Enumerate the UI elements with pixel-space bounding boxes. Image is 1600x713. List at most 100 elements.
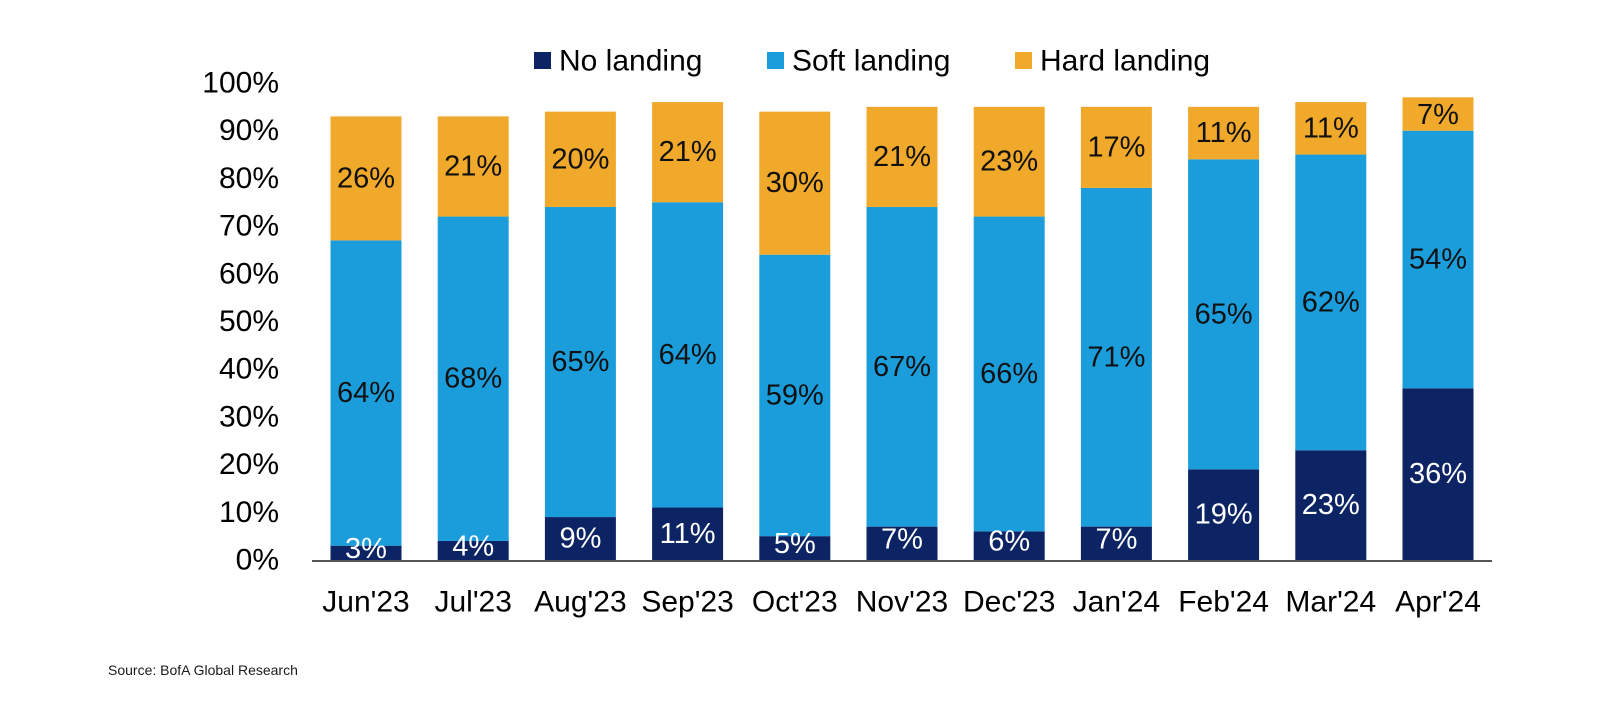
bar-segment-no-landing bbox=[652, 507, 724, 560]
data-label-soft-landing: 64% bbox=[659, 339, 717, 371]
data-label-soft-landing: 54% bbox=[1409, 243, 1467, 275]
bar-segment-no-landing bbox=[759, 536, 831, 560]
data-label-no-landing: 6% bbox=[988, 526, 1030, 558]
bar-segment-soft-landing bbox=[973, 216, 1045, 532]
y-axis: 0% 10% 20% 30% 40% 50% 60% 70% 80% 90% 100% bbox=[202, 67, 279, 577]
bar-segment-soft-landing bbox=[866, 207, 938, 527]
bar-segment-soft-landing bbox=[1080, 187, 1152, 527]
data-label-no-landing: 3% bbox=[345, 533, 387, 565]
y-tick-label: 30% bbox=[219, 400, 279, 433]
x-axis: Jun'23 Jul'23 Aug'23 Sep'23 Oct'23 Nov'23 Dec'… bbox=[312, 560, 1492, 619]
bar-segment-no-landing bbox=[330, 545, 402, 560]
data-label-no-landing: 7% bbox=[1095, 523, 1137, 555]
x-tick-label: Apr'24 bbox=[1395, 586, 1481, 619]
bar-segment-soft-landing bbox=[437, 216, 509, 541]
data-label-hard-landing: 26% bbox=[337, 162, 395, 194]
bar-segment-no-landing bbox=[544, 517, 616, 560]
bar-segment-hard-landing bbox=[544, 111, 616, 208]
x-tick-label: Mar'24 bbox=[1285, 586, 1376, 619]
bar-segment-soft-landing bbox=[330, 240, 402, 546]
source-note: Source: BofA Global Research bbox=[108, 662, 298, 678]
legend-swatch-soft-landing bbox=[767, 52, 784, 69]
data-label-soft-landing: 62% bbox=[1302, 286, 1360, 318]
y-tick-label: 50% bbox=[219, 305, 279, 338]
bar-segment-soft-landing bbox=[544, 207, 616, 518]
y-tick-label: 40% bbox=[219, 353, 279, 386]
bar-segment-no-landing bbox=[437, 540, 509, 560]
data-label-hard-landing: 11% bbox=[1196, 117, 1252, 149]
bar-segment-soft-landing bbox=[759, 254, 831, 537]
bar-segment-no-landing bbox=[1080, 526, 1152, 560]
data-label-hard-landing: 20% bbox=[551, 143, 609, 175]
legend-label-soft-landing: Soft landing bbox=[792, 45, 950, 78]
bar-segment-hard-landing bbox=[330, 116, 402, 241]
data-label-hard-landing: 21% bbox=[873, 141, 931, 173]
bars bbox=[330, 97, 1474, 560]
bar-segment-hard-landing bbox=[1188, 106, 1260, 160]
y-tick-label: 60% bbox=[219, 257, 279, 290]
data-label-soft-landing: 65% bbox=[1195, 298, 1253, 330]
y-tick-label: 100% bbox=[202, 67, 279, 100]
bar-segment-hard-landing bbox=[866, 106, 938, 208]
bar-segment-soft-landing bbox=[652, 202, 724, 508]
data-label-no-landing: 7% bbox=[881, 523, 923, 555]
data-label-no-landing: 36% bbox=[1409, 458, 1467, 490]
bar-segment-no-landing bbox=[1295, 450, 1367, 560]
bar-segment-hard-landing bbox=[1080, 106, 1152, 188]
data-label-no-landing: 23% bbox=[1302, 489, 1360, 521]
legend-swatch-hard-landing bbox=[1015, 52, 1032, 69]
bar-segment-hard-landing bbox=[973, 106, 1045, 217]
y-tick-label: 20% bbox=[219, 448, 279, 481]
bar-segment-no-landing bbox=[973, 531, 1045, 560]
x-tick-label: Dec'23 bbox=[963, 586, 1055, 619]
y-tick-label: 0% bbox=[236, 544, 279, 577]
bar-segment-hard-landing bbox=[759, 111, 831, 255]
bar-segment-hard-landing bbox=[652, 102, 724, 203]
data-label-no-landing: 5% bbox=[774, 528, 816, 560]
data-label-hard-landing: 7% bbox=[1417, 99, 1459, 131]
data-label-hard-landing: 21% bbox=[444, 150, 502, 182]
bar-segment-hard-landing bbox=[1295, 102, 1367, 155]
data-label-soft-landing: 71% bbox=[1087, 341, 1145, 373]
data-label-soft-landing: 66% bbox=[980, 358, 1038, 390]
x-tick-label: Sep'23 bbox=[641, 586, 733, 619]
x-tick-label: Oct'23 bbox=[752, 586, 838, 619]
bar-segment-soft-landing bbox=[1295, 154, 1367, 451]
bar-segment-no-landing bbox=[1188, 469, 1260, 560]
data-label-soft-landing: 67% bbox=[873, 351, 931, 383]
legend: No landing Soft landing Hard landing bbox=[534, 45, 1210, 78]
x-tick-label: Jan'24 bbox=[1073, 586, 1160, 619]
bar-segment-soft-landing bbox=[1188, 159, 1260, 470]
data-label-hard-landing: 11% bbox=[1303, 112, 1359, 144]
data-label-soft-landing: 64% bbox=[337, 377, 395, 409]
x-tick-label: Jul'23 bbox=[434, 586, 511, 619]
data-label-soft-landing: 68% bbox=[444, 363, 502, 395]
data-label-no-landing: 19% bbox=[1195, 499, 1253, 531]
bar-segment-hard-landing bbox=[437, 116, 509, 217]
data-label-no-landing: 4% bbox=[452, 530, 494, 562]
data-label-no-landing: 11% bbox=[660, 518, 716, 550]
x-tick-label: Jun'23 bbox=[322, 586, 409, 619]
bar-segment-no-landing bbox=[866, 526, 938, 560]
bar-segment-soft-landing bbox=[1402, 130, 1474, 389]
data-label-hard-landing: 21% bbox=[659, 136, 717, 168]
bar-segment-hard-landing bbox=[1402, 97, 1474, 131]
legend-swatch-no-landing bbox=[534, 52, 551, 69]
data-label-hard-landing: 30% bbox=[766, 167, 824, 199]
data-label-hard-landing: 17% bbox=[1087, 131, 1145, 163]
data-label-soft-landing: 59% bbox=[766, 379, 824, 411]
legend-label-no-landing: No landing bbox=[559, 45, 702, 78]
data-label-hard-landing: 23% bbox=[980, 146, 1038, 178]
y-tick-label: 80% bbox=[219, 162, 279, 195]
x-tick-label: Aug'23 bbox=[534, 586, 626, 619]
data-labels: 3% 64% 26% 4% 68% 21% 9% 65% 20% 11% 64% 21% 5% 59% 30… bbox=[337, 99, 1467, 565]
data-label-soft-landing: 65% bbox=[551, 346, 609, 378]
y-tick-label: 10% bbox=[219, 496, 279, 529]
legend-label-hard-landing: Hard landing bbox=[1040, 45, 1210, 78]
bar-segment-no-landing bbox=[1402, 388, 1474, 560]
y-tick-label: 90% bbox=[219, 114, 279, 147]
x-tick-label: Nov'23 bbox=[856, 586, 948, 619]
y-tick-label: 70% bbox=[219, 210, 279, 243]
data-label-no-landing: 9% bbox=[559, 523, 601, 555]
